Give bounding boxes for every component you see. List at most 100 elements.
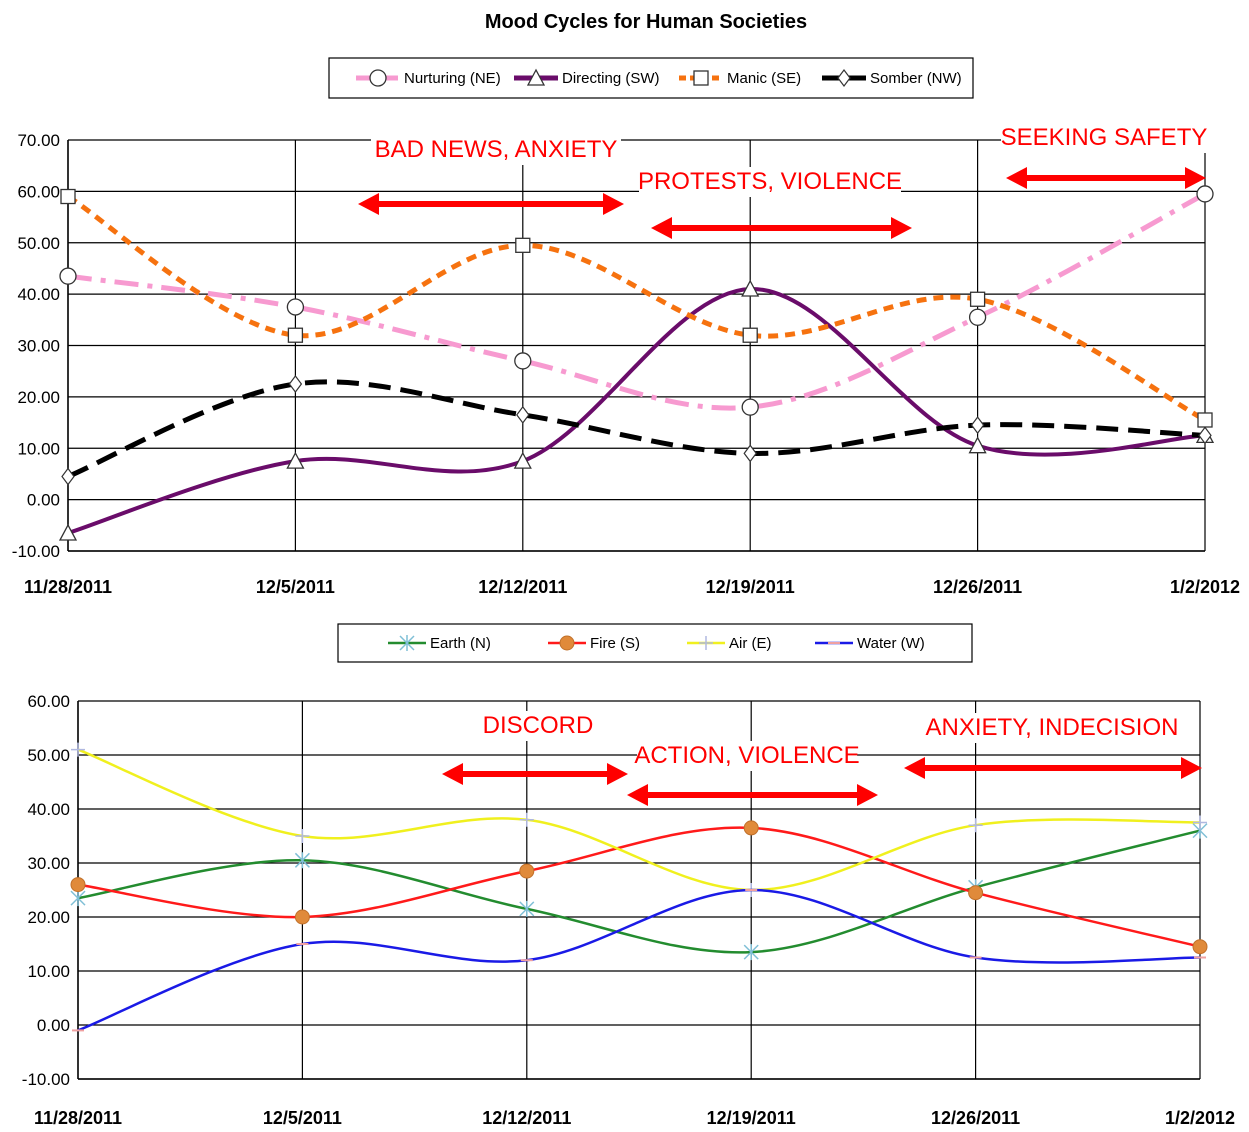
data-point bbox=[70, 890, 86, 907]
x-tick-label: 12/5/2011 bbox=[263, 1108, 342, 1128]
legend-label: Air (E) bbox=[729, 635, 772, 652]
y-tick-label: 0.00 bbox=[37, 1016, 70, 1035]
legend: Earth (N) Fire (S) Air (E) Water (W) bbox=[337, 623, 973, 663]
x-tick-label: 12/26/2011 bbox=[933, 577, 1022, 597]
x-tick-label: 1/2/2012 bbox=[1165, 1108, 1235, 1128]
legend: Nurturing (NE) Directing (SW) Manic (SE) So… bbox=[328, 57, 974, 99]
data-point bbox=[71, 742, 85, 757]
data-point bbox=[59, 267, 77, 285]
y-tick-label: 30.00 bbox=[17, 337, 60, 356]
data-point bbox=[970, 416, 985, 435]
legend-box bbox=[337, 623, 973, 663]
series-line bbox=[67, 286, 1206, 535]
y-tick-label: -10.00 bbox=[12, 542, 60, 561]
legend-label: Water (W) bbox=[857, 635, 925, 652]
legend-label: Nurturing (NE) bbox=[404, 70, 501, 87]
y-tick-label: 10.00 bbox=[27, 962, 70, 981]
y-tick-label: 20.00 bbox=[17, 388, 60, 407]
data-point bbox=[969, 291, 986, 307]
y-tick-label: 20.00 bbox=[27, 908, 70, 927]
data-point bbox=[743, 444, 757, 463]
x-tick-label: 1/2/2012 bbox=[1170, 577, 1240, 597]
data-point bbox=[61, 467, 75, 486]
annotation-label: SEEKING SAFETY bbox=[1001, 124, 1208, 151]
series-1 bbox=[70, 820, 1208, 955]
data-point bbox=[968, 885, 984, 901]
legend-item: Air (E) bbox=[687, 635, 772, 652]
annotation-arrow bbox=[651, 217, 912, 239]
y-tick-label: 50.00 bbox=[17, 234, 60, 253]
legend-item: Manic (SE) bbox=[679, 70, 801, 87]
legend-item: Earth (N) bbox=[388, 635, 491, 652]
annotation-label: PROTESTS, VIOLENCE bbox=[638, 168, 902, 195]
annotation-arrow bbox=[904, 757, 1202, 779]
x-tick-label: 12/12/2011 bbox=[482, 1108, 571, 1128]
legend-label: Somber (NW) bbox=[870, 70, 962, 87]
x-tick-label: 12/12/2011 bbox=[478, 577, 567, 597]
series-line bbox=[77, 829, 1201, 954]
annotation-label: ACTION, VIOLENCE bbox=[634, 742, 859, 769]
data-point bbox=[743, 944, 759, 961]
series-3 bbox=[61, 375, 1212, 486]
series-line bbox=[77, 888, 1201, 1032]
y-tick-label: 70.00 bbox=[17, 131, 60, 150]
annotation-label: ANXIETY, INDECISION bbox=[926, 714, 1179, 741]
data-point bbox=[1197, 412, 1213, 428]
y-tick-label: -10.00 bbox=[22, 1070, 70, 1089]
series-2 bbox=[60, 188, 1213, 428]
y-tick-label: 60.00 bbox=[17, 182, 60, 201]
annotation-bg bbox=[639, 167, 901, 197]
annotation-label: BAD NEWS, ANXIETY bbox=[375, 136, 618, 163]
legend-item: Directing (SW) bbox=[514, 68, 660, 87]
y-tick-label: 50.00 bbox=[27, 746, 70, 765]
legend-marker bbox=[699, 636, 713, 650]
data-point bbox=[519, 812, 534, 827]
chart-top: 70.00 60.00 50.00 40.00 30.00 20.00 10.00 0.00 -… bbox=[12, 57, 1240, 597]
x-tick-label: 12/19/2011 bbox=[707, 1108, 796, 1128]
series-line bbox=[67, 191, 1207, 411]
data-point bbox=[294, 852, 310, 869]
series-0 bbox=[59, 185, 1214, 416]
series-line bbox=[77, 826, 1201, 948]
annotation-arrow bbox=[1006, 167, 1206, 189]
data-point bbox=[968, 818, 983, 833]
data-point bbox=[515, 237, 531, 253]
legend-marker bbox=[399, 635, 415, 651]
annotation-bg bbox=[637, 741, 857, 771]
series-line bbox=[66, 194, 1207, 423]
x-tick-label: 11/28/2011 bbox=[24, 577, 112, 597]
legend-label: Directing (SW) bbox=[562, 70, 660, 87]
legend-label: Earth (N) bbox=[430, 635, 491, 652]
legend-marker bbox=[837, 69, 851, 87]
annotation-bg bbox=[1001, 123, 1207, 153]
annotation-bg bbox=[477, 711, 599, 741]
series-line bbox=[77, 748, 1201, 892]
data-point bbox=[1198, 426, 1212, 445]
legend-label: Manic (SE) bbox=[727, 70, 801, 87]
series-3 bbox=[72, 888, 1206, 1032]
y-tick-label: 30.00 bbox=[27, 854, 70, 873]
x-tick-label: 12/26/2011 bbox=[931, 1108, 1020, 1128]
data-point bbox=[513, 451, 532, 469]
x-tick-label: 12/5/2011 bbox=[256, 577, 335, 597]
annotation-arrow bbox=[442, 763, 628, 785]
legend-item: Fire (S) bbox=[548, 635, 640, 652]
data-point bbox=[741, 398, 759, 416]
annotation-bg bbox=[371, 135, 621, 165]
data-point bbox=[295, 829, 310, 843]
data-point bbox=[968, 436, 987, 454]
data-point bbox=[519, 900, 535, 917]
data-point bbox=[743, 820, 759, 836]
series-line bbox=[67, 379, 1206, 479]
data-point bbox=[60, 188, 76, 205]
y-tick-label: 10.00 bbox=[17, 439, 60, 458]
data-point bbox=[514, 352, 532, 370]
legend-item: Water (W) bbox=[815, 635, 925, 652]
chart-bottom: 60.00 50.00 40.00 30.00 20.00 10.00 0.00 -10.00… bbox=[22, 623, 1235, 1128]
data-point bbox=[1196, 185, 1214, 203]
y-tick-label: 0.00 bbox=[27, 491, 60, 510]
y-tick-label: 40.00 bbox=[27, 800, 70, 819]
data-point bbox=[70, 877, 86, 893]
data-point bbox=[741, 279, 760, 297]
